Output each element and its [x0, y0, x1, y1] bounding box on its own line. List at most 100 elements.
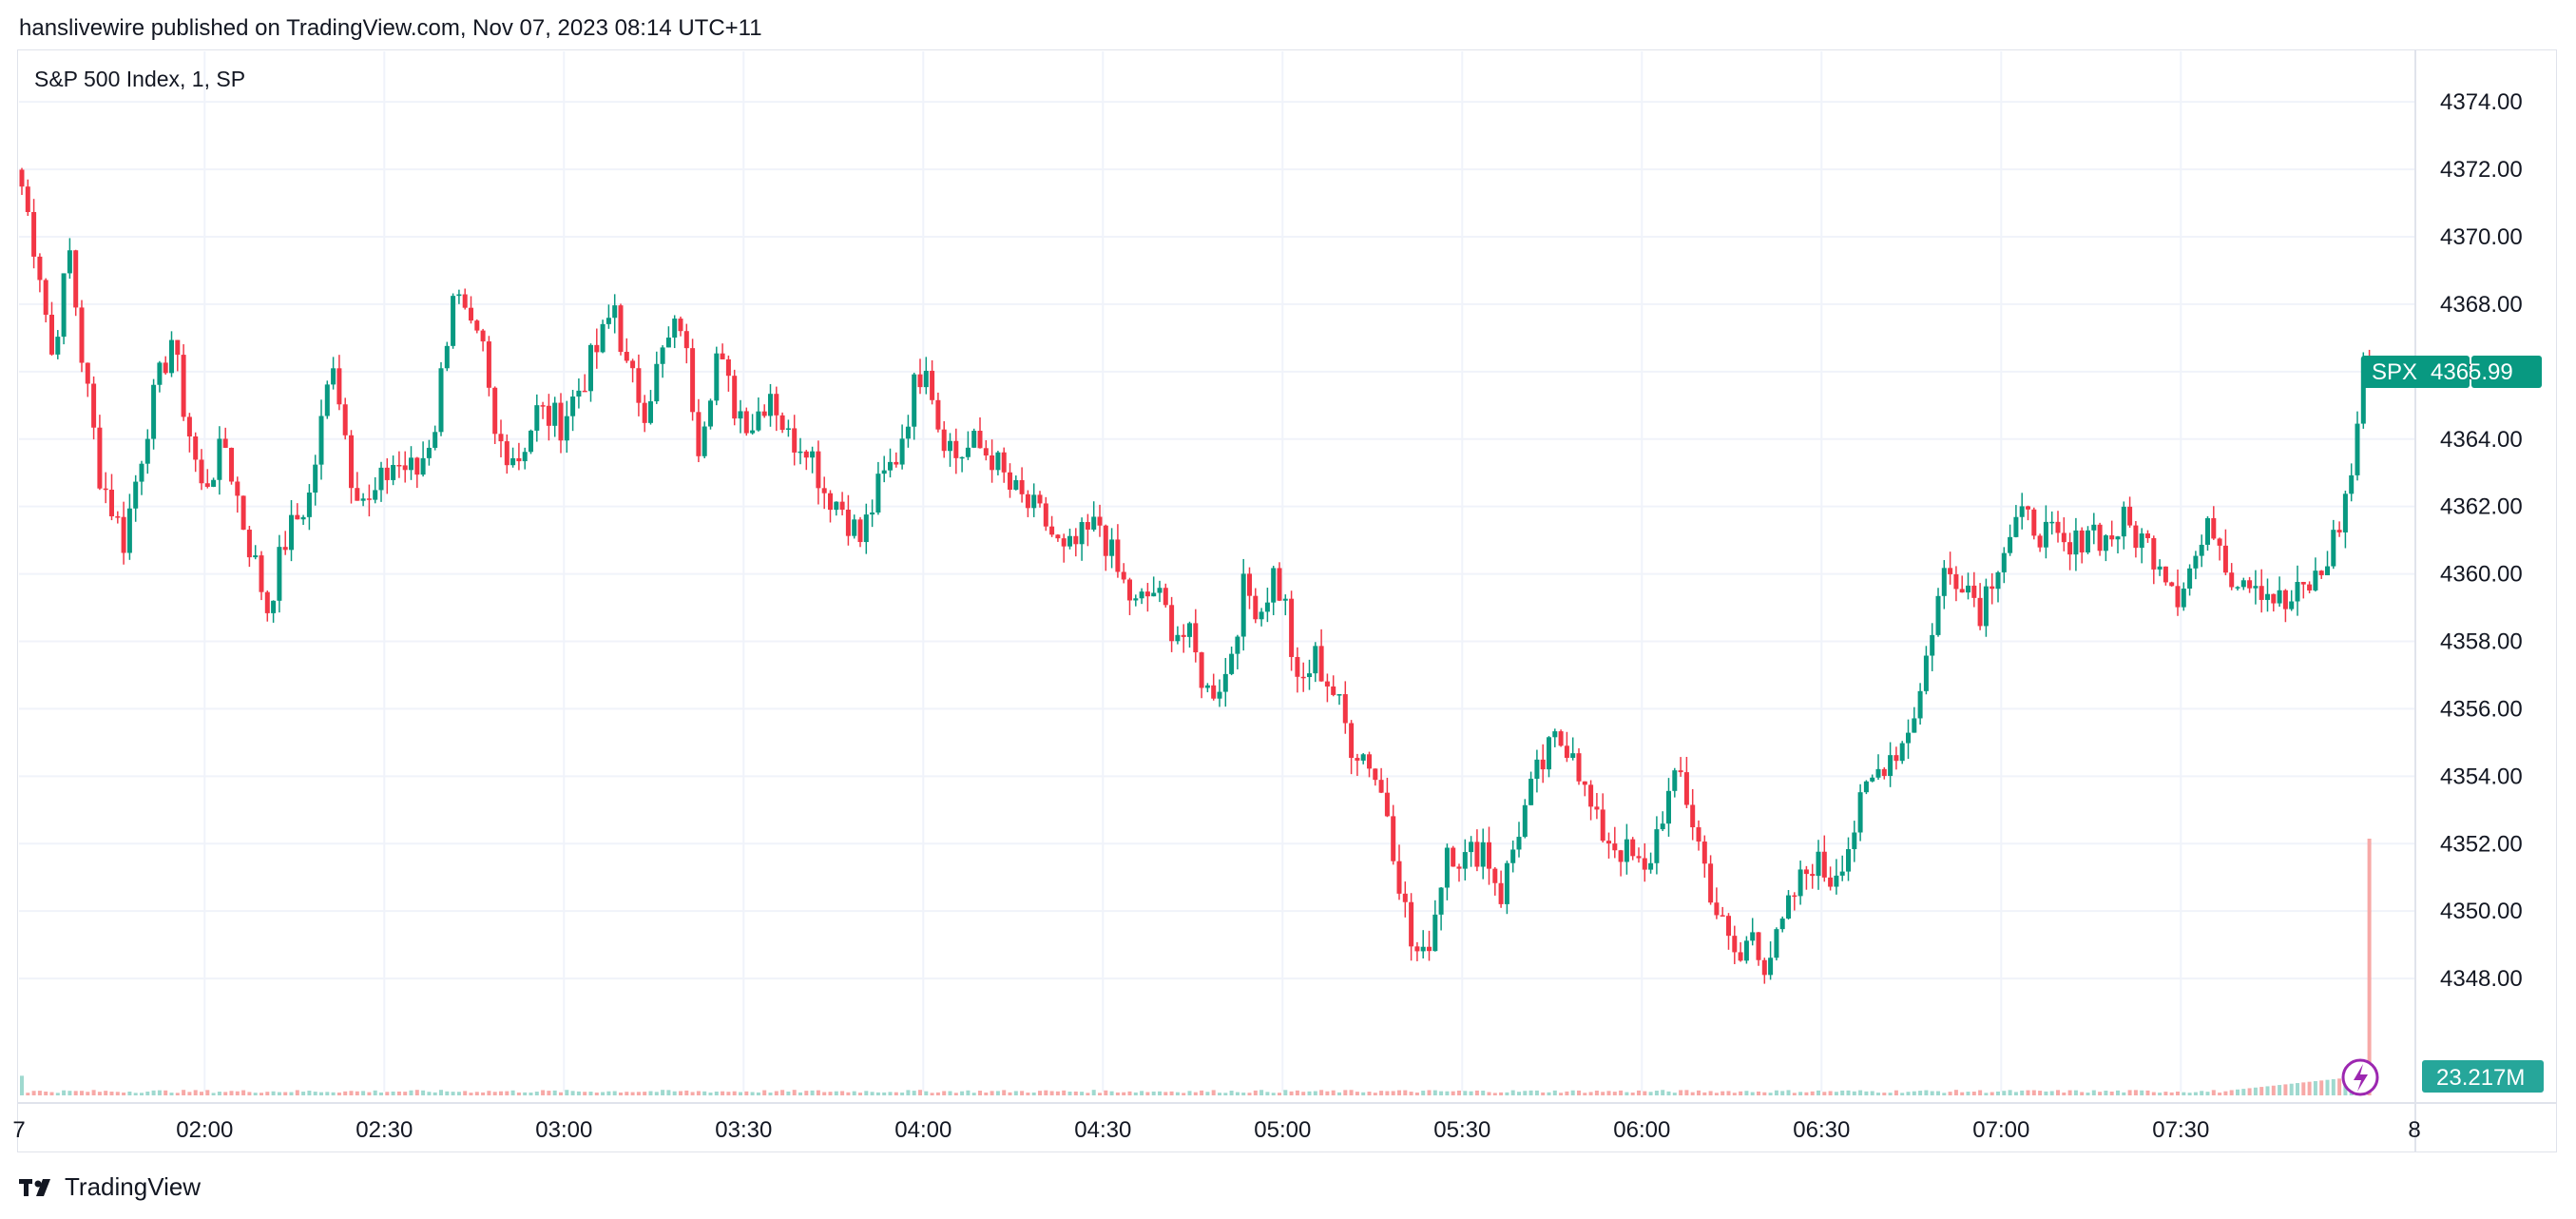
volume-bar	[253, 1093, 258, 1095]
candle-body	[1336, 694, 1342, 696]
volume-bar	[750, 1092, 755, 1095]
candle-body	[1043, 503, 1048, 527]
time-tick-label: 03:00	[535, 1117, 592, 1143]
volume-bar	[912, 1091, 916, 1095]
volume-bar	[505, 1091, 509, 1095]
candle-body	[1971, 585, 1977, 598]
volume-bar	[91, 1090, 96, 1095]
volume-bar	[2253, 1087, 2258, 1095]
volume-bar	[1918, 1091, 1923, 1095]
volume-bar	[995, 1091, 1000, 1095]
footer-brand[interactable]: TradingView	[19, 1172, 201, 1202]
candle-body	[888, 461, 893, 471]
candle-body	[1510, 849, 1516, 863]
volume-bar	[1690, 1092, 1695, 1095]
candle-body	[917, 374, 923, 388]
candle-body	[785, 428, 791, 430]
volume-bar	[2163, 1092, 2168, 1095]
time-tick-label: 06:30	[1793, 1117, 1850, 1143]
candle-body	[139, 463, 144, 482]
chart-panel[interactable]	[17, 49, 2557, 1152]
volume-bar	[2319, 1080, 2324, 1095]
volume-bar	[935, 1092, 940, 1095]
volume-bar	[97, 1092, 102, 1095]
volume-bar	[2020, 1090, 2025, 1095]
volume-bar	[1702, 1092, 1707, 1095]
candle-body	[246, 530, 252, 558]
candle-body	[2133, 525, 2139, 549]
candle-body	[1528, 778, 1534, 805]
candle-body	[55, 337, 61, 355]
candle-body	[1761, 959, 1767, 976]
volume-bar	[1792, 1093, 1797, 1095]
candle-body	[1318, 646, 1324, 682]
volume-bar	[1187, 1091, 1192, 1095]
volume-bar	[1259, 1090, 1264, 1095]
price-tick-label: 4350.00	[2440, 899, 2523, 924]
candle-body	[1564, 745, 1569, 759]
candle-body	[1300, 676, 1306, 679]
time-tick-label: 07:30	[2152, 1117, 2209, 1143]
candle-body	[1756, 932, 1761, 960]
candle-body	[1313, 646, 1318, 674]
volume-bar	[463, 1091, 468, 1095]
candle-body	[774, 394, 779, 416]
candle-body	[600, 323, 606, 353]
candle-body	[2295, 581, 2300, 602]
volume-bar	[492, 1092, 497, 1095]
candle-body	[109, 490, 114, 517]
candle-body	[516, 457, 522, 462]
volume-bar	[1229, 1091, 1234, 1095]
volume-bar	[421, 1090, 426, 1095]
candle-body	[1295, 656, 1300, 677]
symbol-title[interactable]: S&P 500 Index, 1, SP	[34, 67, 246, 91]
volume-bar	[1966, 1092, 1970, 1095]
candle-body	[2103, 535, 2108, 551]
candle-body	[2037, 535, 2043, 548]
candle-body	[1204, 685, 1210, 688]
candle-body	[1199, 652, 1204, 688]
candle-body	[331, 368, 336, 385]
volume-bar	[1414, 1093, 1419, 1095]
price-axis[interactable]: 4374.004372.004370.004368.004366.004364.…	[2440, 89, 2523, 992]
volume-bar	[1403, 1090, 1408, 1095]
candle-body	[1121, 571, 1126, 580]
lightning-icon[interactable]	[2341, 1058, 2379, 1096]
volume-bar	[534, 1092, 539, 1095]
volume-bar	[1912, 1091, 1916, 1095]
volume-bar	[1193, 1092, 1198, 1095]
candle-body	[522, 452, 528, 462]
candle-body	[1977, 597, 1983, 627]
volume-bar	[1822, 1092, 1827, 1095]
volume-bar	[2062, 1093, 2067, 1095]
candle-body	[1133, 598, 1139, 601]
candle-body	[2055, 521, 2061, 533]
volume-bar	[1451, 1091, 1455, 1095]
volume-bar	[439, 1090, 443, 1095]
volume-bar	[828, 1092, 833, 1095]
volume-bar	[2169, 1092, 2174, 1095]
time-axis[interactable]: 7 02:00 02:30 03:00 03:30 04:00 04:30 05:00 05:3…	[12, 1117, 2420, 1143]
volume-bar	[2049, 1091, 2054, 1095]
volume-bar	[1026, 1093, 1030, 1095]
candle-body	[504, 441, 509, 466]
candle-body	[420, 457, 426, 475]
volume-bar	[1492, 1093, 1497, 1095]
candlesticks	[19, 167, 2373, 984]
volume-bar	[1565, 1091, 1569, 1095]
candle-body	[558, 402, 564, 441]
volume-bar	[630, 1092, 635, 1095]
candle-body	[438, 368, 444, 433]
volume-bar	[1619, 1090, 1624, 1095]
volume-bar	[924, 1091, 929, 1095]
candle-body	[2073, 530, 2079, 555]
volume-bar	[1211, 1090, 1216, 1095]
volume-bar	[990, 1091, 994, 1095]
volume-bar	[2247, 1088, 2252, 1095]
volume-bar	[1828, 1091, 1833, 1095]
volume-bar	[2325, 1079, 2330, 1095]
volume-bar	[732, 1091, 737, 1095]
volume-bar	[1577, 1090, 1581, 1095]
volume-bar	[1708, 1091, 1713, 1095]
